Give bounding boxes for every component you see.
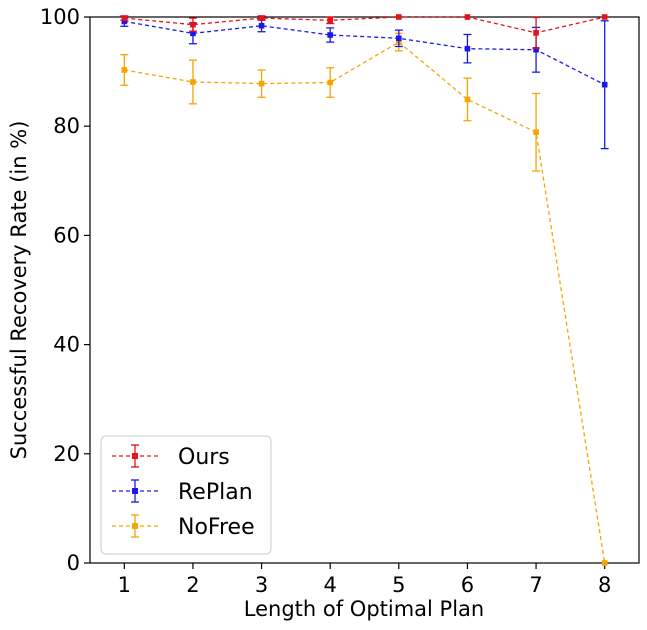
series-nofree <box>120 32 608 566</box>
data-point-replan <box>258 22 265 29</box>
data-point-nofree <box>190 79 196 85</box>
legend-entry-nofree: NoFree <box>112 514 255 540</box>
legend-marker <box>132 453 138 459</box>
x-axis-title: Length of Optimal Plan <box>244 597 484 621</box>
y-tick-label: 20 <box>53 442 80 466</box>
y-tick-label: 100 <box>40 5 80 29</box>
y-tick-label: 0 <box>67 551 80 575</box>
data-point-replan <box>533 46 539 53</box>
data-point-replan <box>121 18 128 25</box>
legend-label-ours: Ours <box>178 445 230 470</box>
legend-label-replan: RePlan <box>178 480 253 505</box>
legend-marker <box>132 523 138 529</box>
series-line-ours <box>124 16 605 34</box>
data-point-nofree <box>601 560 608 566</box>
legend-entry-replan: RePlan <box>112 479 253 505</box>
legend-entry-ours: Ours <box>112 444 230 470</box>
data-point-replan <box>464 45 471 52</box>
data-point-nofree <box>258 80 265 87</box>
series-layer <box>120 14 609 566</box>
x-tick-label: 7 <box>529 573 542 597</box>
series-ours <box>120 14 608 49</box>
y-tick-label: 80 <box>53 114 80 138</box>
data-point-nofree <box>464 96 471 103</box>
y-tick-label: 40 <box>53 333 80 357</box>
x-tick-label: 3 <box>255 573 268 597</box>
x-tick-label: 1 <box>118 573 131 597</box>
data-point-replan <box>396 35 402 42</box>
legend-frame <box>100 435 272 555</box>
data-point-replan <box>327 32 333 38</box>
x-tick-label: 6 <box>461 573 474 597</box>
data-point-ours <box>258 15 265 21</box>
data-point-nofree <box>533 129 539 136</box>
series-line-nofree <box>124 41 606 564</box>
y-tick-label: 60 <box>53 223 80 247</box>
data-point-ours <box>190 21 196 28</box>
data-point-ours <box>396 14 402 20</box>
data-point-ours <box>327 17 333 24</box>
x-tick-label: 2 <box>186 573 199 597</box>
data-point-ours <box>464 14 471 20</box>
y-axis-title: Successful Recovery Rate (in %) <box>7 121 31 460</box>
x-tick-label: 5 <box>392 573 405 597</box>
x-tick-label: 4 <box>324 573 337 597</box>
data-point-replan <box>190 30 196 37</box>
data-point-ours <box>121 15 128 21</box>
y-axis: 0 20 40 60 80 100 <box>40 5 90 575</box>
data-point-ours <box>601 14 608 20</box>
x-axis: 1 2 3 4 5 6 7 8 <box>118 563 611 597</box>
data-point-replan <box>601 81 608 88</box>
data-point-nofree <box>327 79 333 86</box>
legend-marker <box>132 488 138 494</box>
data-point-nofree <box>121 67 128 73</box>
legend-label-nofree: NoFree <box>178 515 255 540</box>
x-tick-label: 8 <box>598 573 611 597</box>
data-point-ours <box>533 30 539 36</box>
legend: Ours RePlan NoFree <box>100 435 272 555</box>
